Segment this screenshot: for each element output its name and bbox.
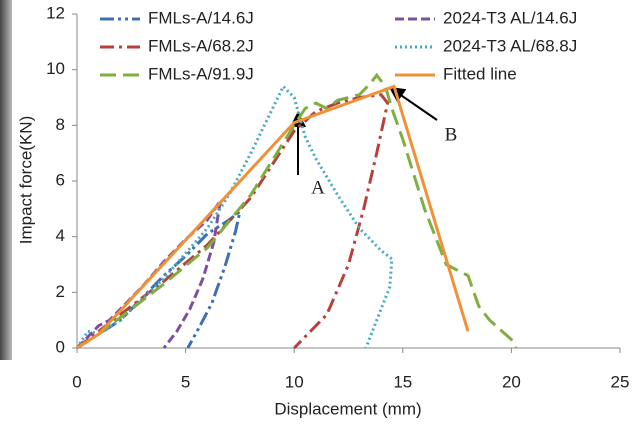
legend-label: 2024-T3 AL/14.6J	[443, 8, 577, 27]
x-tick-label: 25	[611, 372, 630, 391]
x-tick-label: 10	[285, 372, 304, 391]
annotation: A	[311, 177, 325, 198]
y-tick-label: 4	[56, 226, 65, 245]
y-tick-label: 6	[56, 170, 65, 189]
x-tick-label: 0	[72, 372, 81, 391]
x-tick-label: 5	[181, 372, 190, 391]
y-tick-label: 2	[56, 282, 65, 301]
series-line	[76, 72, 518, 350]
y-axis-label: Impact force(KN)	[16, 116, 35, 244]
annotation: B	[445, 124, 458, 145]
y-tick-label: 12	[46, 3, 65, 22]
y-tick-label: 10	[46, 59, 65, 78]
photo-strip	[0, 0, 12, 360]
series-line	[76, 84, 470, 350]
legend-label: 2024-T3 AL/68.8J	[443, 36, 577, 55]
legend-label: FMLs-A/68.2J	[148, 36, 254, 55]
x-tick-label: 15	[393, 372, 412, 391]
y-tick-label: 0	[56, 337, 65, 356]
legend-label: FMLs-A/91.9J	[148, 64, 254, 83]
legend-label: Fitted line	[443, 64, 517, 83]
series-line	[76, 93, 390, 350]
series-line	[76, 207, 243, 350]
arrow-b	[388, 86, 438, 121]
y-tick-label: 8	[56, 115, 65, 134]
x-tick-label: 20	[502, 372, 521, 391]
legend-label: FMLs-A/14.6J	[148, 8, 254, 27]
series-line	[75, 199, 222, 350]
x-axis-label: Displacement (mm)	[274, 399, 421, 418]
